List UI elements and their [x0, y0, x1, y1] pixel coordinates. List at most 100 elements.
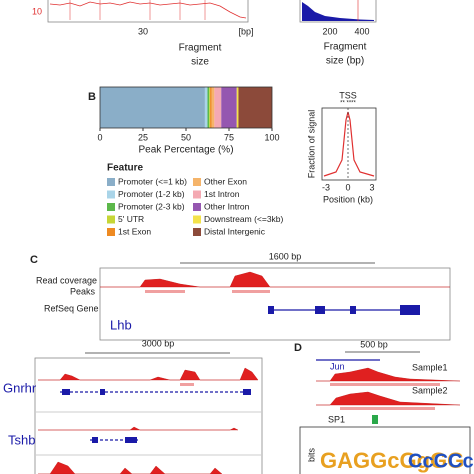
legend-swatch [107, 190, 115, 199]
plot-frame [299, 0, 377, 23]
legend-label: 1st Exon [118, 226, 151, 236]
axis-label: Fragment [179, 43, 222, 54]
legend-swatch [107, 228, 115, 236]
legend-label: 1st Intron [204, 189, 240, 199]
legend-swatch [107, 215, 115, 224]
tss-plot: TSS ** **** Fraction of signal -3 0 3 Po… [306, 90, 377, 204]
bar-segment [238, 87, 272, 128]
track-frame [99, 267, 451, 341]
x-unit: [bp] [238, 26, 253, 36]
x-axis-label: Peak Percentage (%) [138, 145, 233, 156]
panel-a: 10 30 [bp] Fragment size 200 400 Fragmen… [32, 0, 377, 68]
peak [340, 407, 435, 410]
bar-segment [204, 87, 208, 128]
scale-label: 3000 bp [142, 338, 175, 348]
legend-label: Promoter (<=1 kb) [118, 176, 187, 186]
motif-label: SP1 [328, 414, 345, 424]
axis-label: Position (kb) [323, 194, 373, 204]
motif-site [372, 415, 378, 424]
y-tick-label: 10 [32, 6, 42, 16]
scale-label: 1600 bp [269, 251, 302, 261]
coverage [38, 367, 259, 381]
x-tick-label: 200 [322, 26, 337, 36]
x-tick-label: 30 [138, 26, 148, 36]
tss-curve [323, 111, 375, 177]
stacked-bar-chart: 0 25 50 75 100 Peak Percentage (%) Feature Prom… [97, 86, 284, 236]
bar-segment [211, 87, 215, 128]
significance: ** **** [340, 101, 356, 107]
fragment-ticks [69, 0, 206, 20]
bar-segment [100, 87, 205, 128]
coverage [100, 271, 450, 288]
legend-swatch [193, 228, 201, 236]
x-tick-label: 25 [138, 132, 148, 142]
gene-name: Gnrhr [3, 380, 37, 395]
sample-label: Sample1 [412, 362, 448, 372]
axis-label: Fraction of signal [306, 110, 316, 179]
gene-name: Lhb [110, 317, 132, 332]
legend-swatch [107, 203, 115, 211]
x-tick-label: 400 [354, 26, 369, 36]
legend-title: Feature [107, 163, 144, 174]
panel-label: D [294, 342, 302, 354]
axis-label: size [191, 57, 209, 68]
logo-letters: GAGGcGgGG [320, 448, 464, 473]
peak [145, 290, 185, 293]
legend-label: Promoter (1-2 kb) [118, 189, 185, 199]
x-tick-label: -3 [322, 182, 330, 192]
exon [243, 389, 251, 395]
exon [315, 306, 325, 314]
bar-segment [221, 87, 237, 128]
axis-label: size (bp) [326, 56, 364, 67]
panel-c: C 1600 bp Read coverage Peaks RefSeq Gen… [3, 251, 451, 474]
x-tick-label: 3 [369, 182, 374, 192]
fragment-line [49, 1, 247, 19]
coverage [316, 367, 461, 382]
x-tick-label: 100 [264, 132, 279, 142]
plot-frame [47, 0, 249, 23]
gene-name: Jun [330, 361, 345, 371]
exon [100, 389, 105, 395]
legend-label: Downstream (<=3kb) [204, 214, 284, 224]
x-tick-label: 75 [224, 132, 234, 142]
legend-swatch [193, 215, 201, 224]
scale-label: 500 bp [360, 339, 388, 349]
logo-letters: CcCCcC [408, 450, 474, 472]
panel-d: D 500 bp Jun Sample1 Sample2 SP1 bits GA… [294, 339, 474, 474]
plot-title: TSS [339, 90, 357, 100]
exon [268, 306, 274, 314]
legend-label: Distal Intergenic [204, 226, 266, 236]
exon [400, 305, 420, 315]
exon [62, 389, 70, 395]
exon [350, 306, 356, 314]
legend-label: Promoter (2-3 kb) [118, 201, 185, 211]
peak [180, 383, 194, 386]
legend-label: Other Intron [204, 201, 250, 211]
track-label: Read coverage [36, 275, 97, 285]
coverage [38, 461, 223, 474]
bar-segment [207, 87, 210, 128]
track-label: Peaks [70, 286, 96, 296]
bar-segment [214, 87, 222, 128]
panel-label: C [30, 254, 38, 266]
peak [232, 290, 270, 293]
track-label: RefSeq Gene [44, 303, 99, 313]
axis-label: Fragment [324, 42, 367, 53]
legend-swatch [193, 203, 201, 211]
plot-frame [321, 107, 377, 181]
histogram [302, 2, 374, 21]
panel-label: B [88, 91, 96, 103]
coverage [316, 391, 461, 406]
bar-segment [210, 87, 212, 128]
bar-segment [236, 87, 239, 128]
legend-swatch [193, 190, 201, 199]
exon [125, 437, 137, 443]
exon [92, 437, 98, 443]
sample-label: Sample2 [412, 385, 448, 395]
axis-label: bits [306, 448, 316, 463]
bar-segment [209, 87, 211, 128]
x-tick-label: 50 [181, 132, 191, 142]
x-tick-label: 0 [345, 182, 350, 192]
coverage [38, 426, 239, 431]
